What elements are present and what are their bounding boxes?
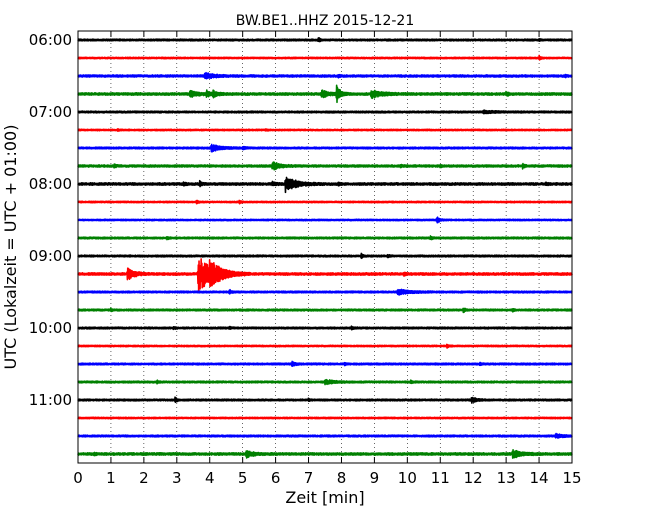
trace-line: [77, 448, 573, 459]
y-axis-label: UTC (Lokalzeit = UTC + 01:00): [1, 125, 20, 370]
trace-line: [77, 258, 573, 293]
traces: [77, 37, 573, 459]
trace-line: [77, 235, 573, 241]
trace-line: [77, 109, 573, 115]
trace-line: [77, 360, 573, 367]
chart-title: BW.BE1..HHZ 2015-12-21: [236, 13, 415, 29]
x-tick-label: 8: [337, 469, 347, 487]
trace-line: [77, 307, 573, 314]
axes: 0 1 2 3 4 5 6 7 8 9 10 11 12 13 14 1506:0007:0008:0009:…: [29, 31, 582, 487]
trace-line: [77, 252, 573, 260]
x-tick-label: 15: [562, 469, 581, 487]
trace-line: [77, 71, 573, 80]
x-tick-label: 2: [139, 469, 149, 487]
y-tick-label: 07:00: [29, 103, 72, 121]
trace-line: [77, 343, 573, 349]
x-tick-label: 9: [370, 469, 380, 487]
trace-line: [77, 54, 573, 61]
y-tick-label: 09:00: [29, 247, 72, 265]
x-tick-label: 5: [238, 469, 248, 487]
trace-line: [77, 37, 573, 43]
trace-line: [77, 84, 573, 104]
y-tick-label: 11:00: [29, 391, 72, 409]
trace-line: [77, 176, 573, 194]
x-tick-label: 3: [172, 469, 182, 487]
trace-line: [77, 128, 573, 132]
trace-line: [77, 325, 573, 331]
y-tick-label: 06:00: [29, 31, 72, 49]
x-tick-label: 6: [271, 469, 281, 487]
x-tick-label: 12: [464, 469, 483, 487]
trace-line: [77, 416, 573, 420]
trace-line: [77, 161, 573, 171]
y-tick-label: 08:00: [29, 175, 72, 193]
grid-lines: [110, 31, 540, 463]
trace-line: [77, 216, 573, 224]
y-tick-label: 10:00: [29, 319, 72, 337]
x-tick-label: 0: [73, 469, 83, 487]
x-tick-label: 7: [304, 469, 314, 487]
trace-line: [77, 288, 573, 296]
trace-line: [77, 396, 573, 404]
x-tick-label: 10: [398, 469, 417, 487]
x-tick-label: 13: [497, 469, 516, 487]
x-tick-label: 14: [530, 469, 549, 487]
trace-line: [77, 378, 573, 386]
x-tick-label: 1: [106, 469, 116, 487]
x-tick-label: 4: [205, 469, 215, 487]
x-axis-label: Zeit [min]: [285, 488, 364, 507]
trace-line: [77, 432, 573, 439]
trace-line: [77, 199, 573, 205]
x-tick-label: 11: [431, 469, 450, 487]
trace-line: [77, 143, 573, 153]
plot-frame: [77, 30, 573, 464]
